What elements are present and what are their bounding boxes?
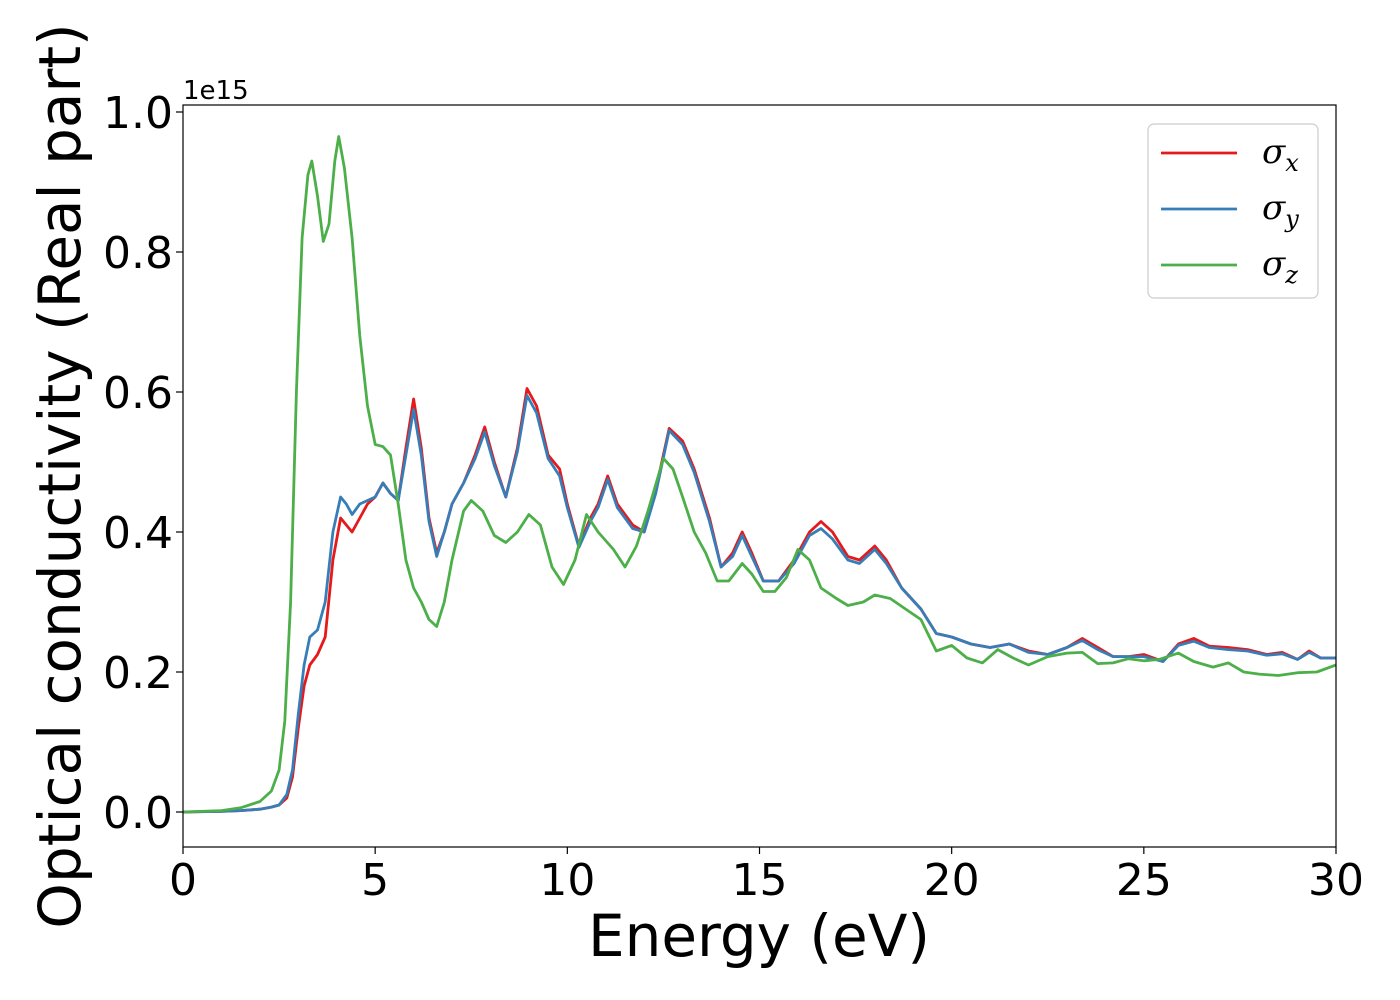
- x-tick-label: 25: [1116, 855, 1172, 906]
- y-tick-label: 1.0: [103, 88, 173, 139]
- legend-label-sigma-x: σx: [1262, 132, 1299, 177]
- x-tick-label: 0: [169, 855, 197, 906]
- y-tick-label: 0.8: [103, 228, 173, 279]
- x-axis-label: Energy (eV): [588, 902, 930, 970]
- legend-label-sigma-y: σy: [1262, 188, 1299, 233]
- x-tick-label: 30: [1308, 855, 1364, 906]
- series-line-sigma-z: [183, 135, 1336, 814]
- x-tick-label: 20: [924, 855, 980, 906]
- y-tick-label: 0.6: [103, 368, 173, 419]
- series-line-sigma-y: [183, 394, 1336, 814]
- x-tick-label: 10: [539, 855, 595, 906]
- legend-box: [1147, 123, 1319, 299]
- x-tick-label: 15: [732, 855, 788, 906]
- x-tick-label: 5: [361, 855, 389, 906]
- series-line-sigma-x: [183, 387, 1336, 814]
- y-offset-label: 1e15: [183, 76, 249, 106]
- y-tick-label: 0.4: [103, 508, 173, 559]
- y-axis-label: Optical conductivity (Real part): [26, 23, 94, 928]
- y-tick-label: 0.2: [103, 648, 173, 699]
- y-tick-label: 0.0: [103, 788, 173, 839]
- plot-area: [183, 105, 1336, 847]
- legend: σx σy σz: [1147, 123, 1319, 299]
- legend-label-sigma-z: σz: [1262, 244, 1298, 289]
